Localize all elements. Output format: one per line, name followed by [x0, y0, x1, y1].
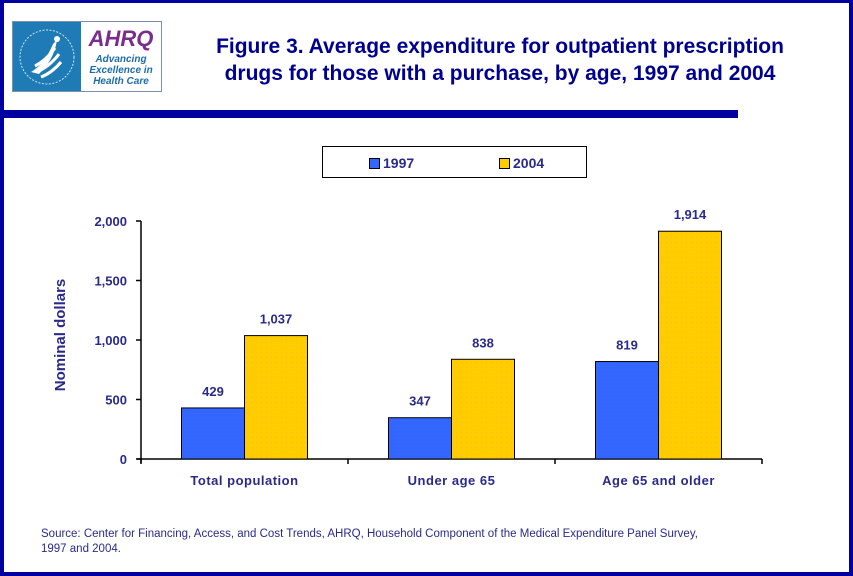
bar-1997 [181, 407, 245, 460]
y-tick-label: 500 [105, 393, 127, 408]
source-line2: 1997 and 2004. [41, 543, 121, 555]
legend-label-1997: 1997 [383, 155, 415, 171]
figure-title-line1: Figure 3. Average expenditure for outpat… [216, 35, 784, 58]
x-category-label: Total population [190, 473, 298, 488]
hhs-eagle-seal-icon [13, 22, 81, 91]
y-tick-label: 1,000 [94, 333, 127, 348]
chart-legend: 1997 2004 [322, 146, 587, 178]
figure-title-line2: drugs for those with a purchase, by age,… [224, 62, 776, 85]
data-label-2004: 838 [472, 335, 494, 350]
bar-1997 [388, 417, 452, 460]
legend-swatch-2004 [499, 157, 510, 169]
x-category-label: Age 65 and older [602, 473, 715, 488]
legend-swatch-1997 [369, 157, 380, 169]
legend-item-1997: 1997 [369, 155, 414, 171]
bar-2004 [658, 230, 722, 460]
y-tick-label: 1,500 [94, 274, 127, 289]
data-label-1997: 347 [409, 394, 431, 409]
legend-label-2004: 2004 [513, 155, 545, 171]
ahrq-tagline-line1: Advancing [95, 54, 147, 65]
source-note: Source: Center for Financing, Access, an… [41, 527, 821, 557]
hhs-seal-graphic [19, 29, 75, 85]
data-label-1997: 819 [616, 338, 638, 353]
data-label-2004: 1,037 [260, 312, 293, 327]
y-axis-title: Nominal dollars [52, 279, 69, 392]
figure-title: Figure 3. Average expenditure for outpat… [180, 33, 820, 87]
y-tick-label: 0 [120, 452, 127, 467]
data-label-1997: 429 [202, 384, 224, 399]
bar-1997 [595, 361, 659, 460]
y-tick-label: 2,000 [94, 214, 127, 229]
ahrq-logo: AHRQ Advancing Excellence in Health Care [12, 21, 162, 92]
legend-item-2004: 2004 [499, 155, 544, 171]
bar-2004 [451, 358, 515, 460]
ahrq-wordmark: AHRQ [88, 26, 154, 51]
ahrq-wordmark-block: AHRQ Advancing Excellence in Health Care [81, 22, 161, 91]
data-label-2004: 1,914 [674, 207, 707, 222]
bar-2004 [244, 335, 308, 460]
ahrq-tagline: Advancing Excellence in Health Care [81, 54, 161, 87]
header-divider [0, 110, 738, 118]
x-category-label: Under age 65 [408, 473, 496, 488]
ahrq-tagline-line3: Health Care [93, 76, 149, 87]
source-line1: Source: Center for Financing, Access, an… [41, 528, 698, 540]
ahrq-tagline-line2: Excellence in [89, 65, 153, 76]
